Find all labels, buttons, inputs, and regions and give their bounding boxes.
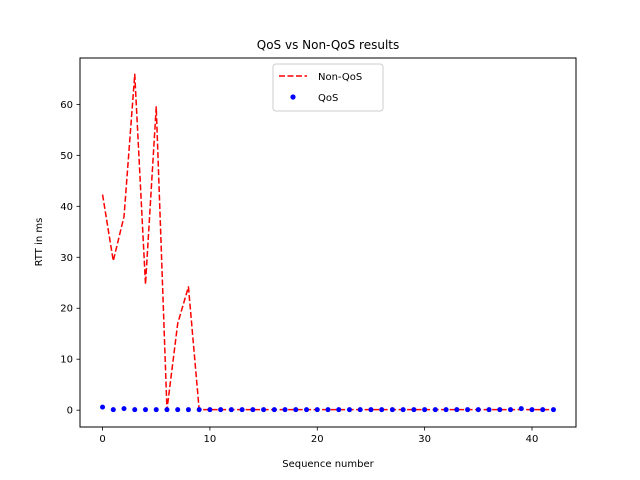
qos-point-19 bbox=[304, 407, 310, 413]
qos-point-24 bbox=[357, 407, 363, 413]
qos-point-14 bbox=[250, 407, 256, 413]
qos-point-15 bbox=[261, 407, 267, 413]
qos-point-18 bbox=[293, 407, 299, 413]
qos-point-38 bbox=[508, 407, 514, 413]
ticks-layer: 0 10 20 30 40 0 10 20 30 40 50 60 bbox=[60, 100, 538, 445]
y-tick-label-4: 40 bbox=[60, 202, 73, 213]
x-tick-label-2: 20 bbox=[311, 434, 324, 445]
y-axis-label: RTT in ms bbox=[34, 218, 45, 267]
qos-point-42 bbox=[550, 407, 556, 413]
x-tick-label-3: 30 bbox=[418, 434, 431, 445]
qos-point-34 bbox=[465, 407, 471, 413]
qos-point-3 bbox=[132, 407, 138, 413]
qos-point-22 bbox=[336, 407, 342, 413]
qos-point-37 bbox=[497, 407, 503, 413]
x-tick-label-1: 10 bbox=[204, 434, 217, 445]
qos-point-28 bbox=[400, 407, 406, 413]
qos-point-8 bbox=[185, 407, 191, 413]
qos-point-23 bbox=[346, 407, 352, 413]
legend-label-non-qos: Non-QoS bbox=[318, 72, 362, 83]
qos-point-21 bbox=[325, 407, 331, 413]
qos-point-2 bbox=[121, 406, 127, 412]
x-tick-label-4: 40 bbox=[526, 434, 539, 445]
qos-point-5 bbox=[153, 407, 159, 413]
y-tick-label-6: 60 bbox=[60, 100, 73, 111]
qos-point-1 bbox=[110, 407, 116, 413]
qos-point-13 bbox=[239, 407, 245, 413]
x-axis-label: Sequence number bbox=[282, 459, 374, 470]
qos-point-26 bbox=[379, 407, 385, 413]
legend-label-qos: QoS bbox=[318, 93, 338, 104]
qos-point-11 bbox=[218, 407, 224, 413]
qos-point-16 bbox=[271, 407, 277, 413]
qos-point-12 bbox=[228, 407, 234, 413]
qos-point-32 bbox=[443, 407, 449, 413]
y-tick-label-0: 0 bbox=[67, 406, 73, 417]
legend: Non-QoS QoS bbox=[272, 63, 384, 112]
chart-title: QoS vs Non-QoS results bbox=[257, 38, 400, 52]
qos-point-35 bbox=[475, 407, 481, 413]
qos-point-25 bbox=[368, 407, 374, 413]
legend-swatch-qos bbox=[290, 94, 296, 100]
plot-frame bbox=[79, 57, 577, 428]
y-tick-label-3: 30 bbox=[60, 253, 73, 264]
qos-point-41 bbox=[540, 407, 546, 413]
x-tick-label-0: 0 bbox=[99, 434, 105, 445]
qos-point-31 bbox=[432, 407, 438, 413]
qos-point-39 bbox=[518, 406, 524, 412]
qos-point-29 bbox=[411, 407, 417, 413]
qos-point-9 bbox=[196, 407, 202, 413]
qos-point-36 bbox=[486, 407, 492, 413]
qos-point-17 bbox=[282, 407, 288, 413]
y-tick-label-5: 50 bbox=[60, 151, 73, 162]
qos-point-33 bbox=[454, 407, 460, 413]
qos-point-4 bbox=[142, 407, 148, 413]
qos-point-0 bbox=[100, 404, 106, 410]
non-qos-line bbox=[101, 73, 554, 411]
qos-point-6 bbox=[164, 407, 170, 413]
y-tick-label-1: 10 bbox=[60, 355, 73, 366]
qos-point-30 bbox=[422, 407, 428, 413]
qos-point-27 bbox=[389, 407, 395, 413]
qos-point-40 bbox=[529, 407, 535, 413]
y-tick-label-2: 20 bbox=[60, 304, 73, 315]
series-layer bbox=[100, 73, 556, 413]
qos-point-10 bbox=[207, 407, 213, 413]
qos-point-20 bbox=[314, 407, 320, 413]
qos-point-7 bbox=[175, 407, 181, 413]
